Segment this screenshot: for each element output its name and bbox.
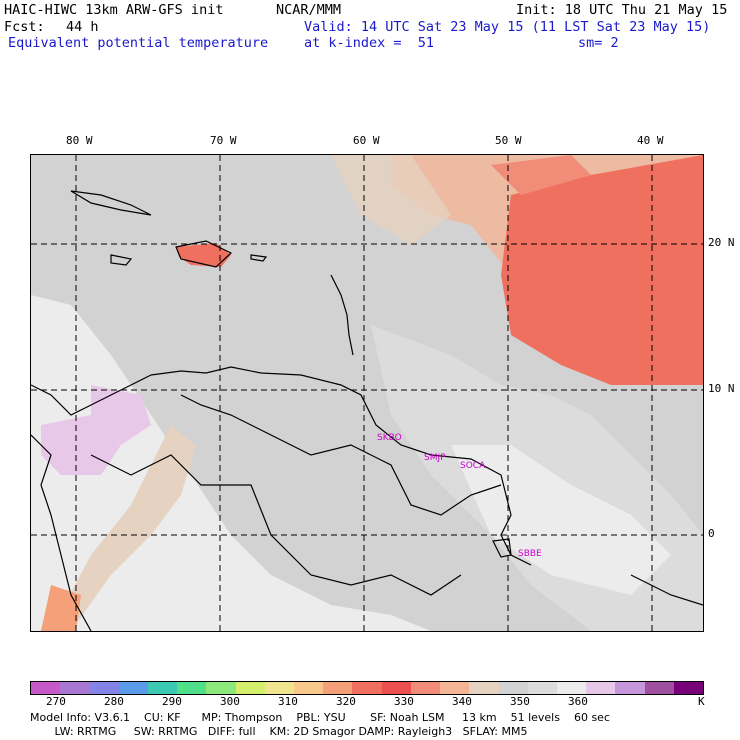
model-info-line1: Model Info: V3.6.1 CU: KF MP: Thompson P… xyxy=(30,711,610,724)
warm-patch-southwest xyxy=(41,585,81,631)
colorbar-swatch xyxy=(118,682,148,694)
colorbar-swatch xyxy=(293,682,324,694)
colorbar-swatch xyxy=(206,682,236,694)
coastlines xyxy=(31,190,703,631)
salmon-region xyxy=(491,155,591,195)
colorbar-tick: 290 xyxy=(162,695,182,708)
map-panel: SKBO SMJP SOCA SBBE xyxy=(30,154,704,632)
map-svg xyxy=(31,155,703,631)
colorbar-swatch xyxy=(586,682,616,694)
colorbar-swatch xyxy=(264,682,294,694)
light-region-east xyxy=(451,445,671,595)
colorbar-swatch xyxy=(615,682,645,694)
colorbar-tick: 360 xyxy=(568,695,588,708)
colorbar-swatch xyxy=(556,682,587,694)
colorbar-tick: 310 xyxy=(278,695,298,708)
lon-label-80w: 80 W xyxy=(66,134,93,147)
colorbar-tick: 300 xyxy=(220,695,240,708)
colorbar-swatch xyxy=(147,682,178,694)
init-time: Init: 18 UTC Thu 21 May 15 xyxy=(516,2,728,18)
lon-label-40w: 40 W xyxy=(637,134,664,147)
lat-label-0: 0 xyxy=(708,527,715,540)
colorbar-swatch xyxy=(469,682,499,694)
purple-patch-2 xyxy=(91,385,151,445)
colorbar-swatch xyxy=(381,682,411,694)
colorbar-tick: 280 xyxy=(104,695,124,708)
field-name: Equivalent potential temperature xyxy=(8,35,269,51)
tan-band-andes xyxy=(51,425,196,631)
smooth-label: sm= 2 xyxy=(578,35,619,51)
colorbar-swatch xyxy=(673,682,704,694)
level-label: at k-index = 51 xyxy=(304,35,435,51)
colorbar-swatch xyxy=(60,682,90,694)
fcst-value: 44 h xyxy=(66,19,99,35)
colorbar-swatch xyxy=(31,682,61,694)
colorbar-tick: 350 xyxy=(510,695,530,708)
graticule xyxy=(31,155,703,631)
city-label-smjp: SMJP xyxy=(424,453,446,463)
lat-label-20n: 20 N xyxy=(708,236,735,249)
model-info-line2: LW: RRTMG SW: RRTMG DIFF: full KM: 2D Sm… xyxy=(30,725,528,738)
lat-label-10n: 10 N xyxy=(708,382,735,395)
colorbar-tick: 340 xyxy=(452,695,472,708)
fcst-label: Fcst: xyxy=(4,19,45,35)
colorbar-tick: 320 xyxy=(336,695,356,708)
colorbar-swatch xyxy=(644,682,674,694)
colorbar-swatch xyxy=(235,682,265,694)
lon-label-70w: 70 W xyxy=(210,134,237,147)
colorbar-tick: 330 xyxy=(394,695,414,708)
colorbar-swatch xyxy=(323,682,353,694)
colorbar xyxy=(30,681,704,695)
colorbar-swatch xyxy=(410,682,441,694)
org-label: NCAR/MMM xyxy=(276,2,342,18)
colorbar-swatch xyxy=(440,682,470,694)
colorbar-tick: 270 xyxy=(46,695,66,708)
colorbar-swatch xyxy=(89,682,119,694)
colorbar-swatch xyxy=(498,682,528,694)
tan-region xyxy=(331,155,451,245)
colorbar-swatch xyxy=(527,682,557,694)
city-label-skbo: SKBO xyxy=(377,433,402,443)
lon-label-50w: 50 W xyxy=(495,134,522,147)
model-title: HAIC-HIWC 13km ARW-GFS init xyxy=(4,2,224,18)
colorbar-swatch xyxy=(177,682,207,694)
valid-time: Valid: 14 UTC Sat 23 May 15 (11 LST Sat … xyxy=(304,19,711,35)
city-label-soca: SOCA xyxy=(460,461,486,471)
lon-label-60w: 60 W xyxy=(353,134,380,147)
colorbar-unit: K xyxy=(698,695,705,708)
city-label-sbbe: SBBE xyxy=(518,549,542,559)
colorbar-swatch xyxy=(352,682,382,694)
